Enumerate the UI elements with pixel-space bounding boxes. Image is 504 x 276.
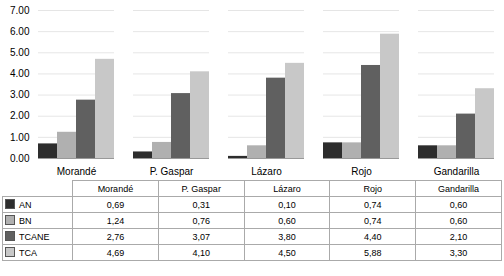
html-text:Lázaro: Lázaro: [273, 183, 301, 194]
html-text:TCA: TCA: [19, 248, 37, 258]
html-text:3,07: 3,07: [192, 231, 210, 242]
html-text:AN: AN: [19, 200, 32, 210]
html-text:0,69: 0,69: [106, 199, 125, 210]
html-text:2,76: 2,76: [106, 231, 125, 242]
html-text:0,60: 0,60: [449, 215, 468, 226]
html-text:2,10: 2,10: [449, 231, 468, 242]
html-text:0,31: 0,31: [192, 199, 210, 210]
html-text:0,10: 0,10: [278, 199, 296, 210]
html-text:BN: BN: [19, 216, 32, 226]
html-text:Rojo: Rojo: [363, 183, 382, 194]
html-text:3,80: 3,80: [278, 231, 296, 242]
svg-text:P. Gaspar: P. Gaspar: [150, 166, 194, 177]
svg-text:4.00: 4.00: [10, 68, 30, 79]
html-text:5,88: 5,88: [364, 247, 382, 258]
html-text:Morandé: Morandé: [97, 183, 134, 194]
html-text:TCANE: TCANE: [19, 232, 50, 242]
html-text:0,74: 0,74: [364, 199, 382, 210]
svg-text:1.00: 1.00: [10, 132, 30, 143]
svg-text:7.00: 7.00: [10, 5, 30, 16]
html-text:1,24: 1,24: [106, 215, 125, 226]
html-text:4,69: 4,69: [106, 247, 125, 258]
svg-text:0.00: 0.00: [10, 153, 30, 164]
svg-text:Lázaro: Lázaro: [251, 166, 282, 177]
html-text:0,60: 0,60: [449, 199, 468, 210]
svg-text:5.00: 5.00: [10, 47, 30, 58]
svg-text:3.00: 3.00: [10, 89, 30, 100]
svg-text:Gandarilla: Gandarilla: [434, 166, 480, 177]
html-text:Gandarilla: Gandarilla: [438, 183, 480, 194]
html-text:P. Gaspar: P. Gaspar: [181, 183, 221, 194]
svg-text:Morandé: Morandé: [57, 166, 97, 177]
svg-text:Rojo: Rojo: [351, 166, 372, 177]
html-text:3,30: 3,30: [449, 247, 468, 258]
html-text:4,10: 4,10: [192, 247, 210, 258]
svg-text:6.00: 6.00: [10, 26, 30, 37]
html-text:4,40: 4,40: [364, 231, 382, 242]
html-text:4,50: 4,50: [278, 247, 296, 258]
svg-text:2.00: 2.00: [10, 110, 30, 121]
html-text:0,60: 0,60: [278, 215, 296, 226]
html-text:0,74: 0,74: [364, 215, 382, 226]
html-text:0,76: 0,76: [192, 215, 210, 226]
